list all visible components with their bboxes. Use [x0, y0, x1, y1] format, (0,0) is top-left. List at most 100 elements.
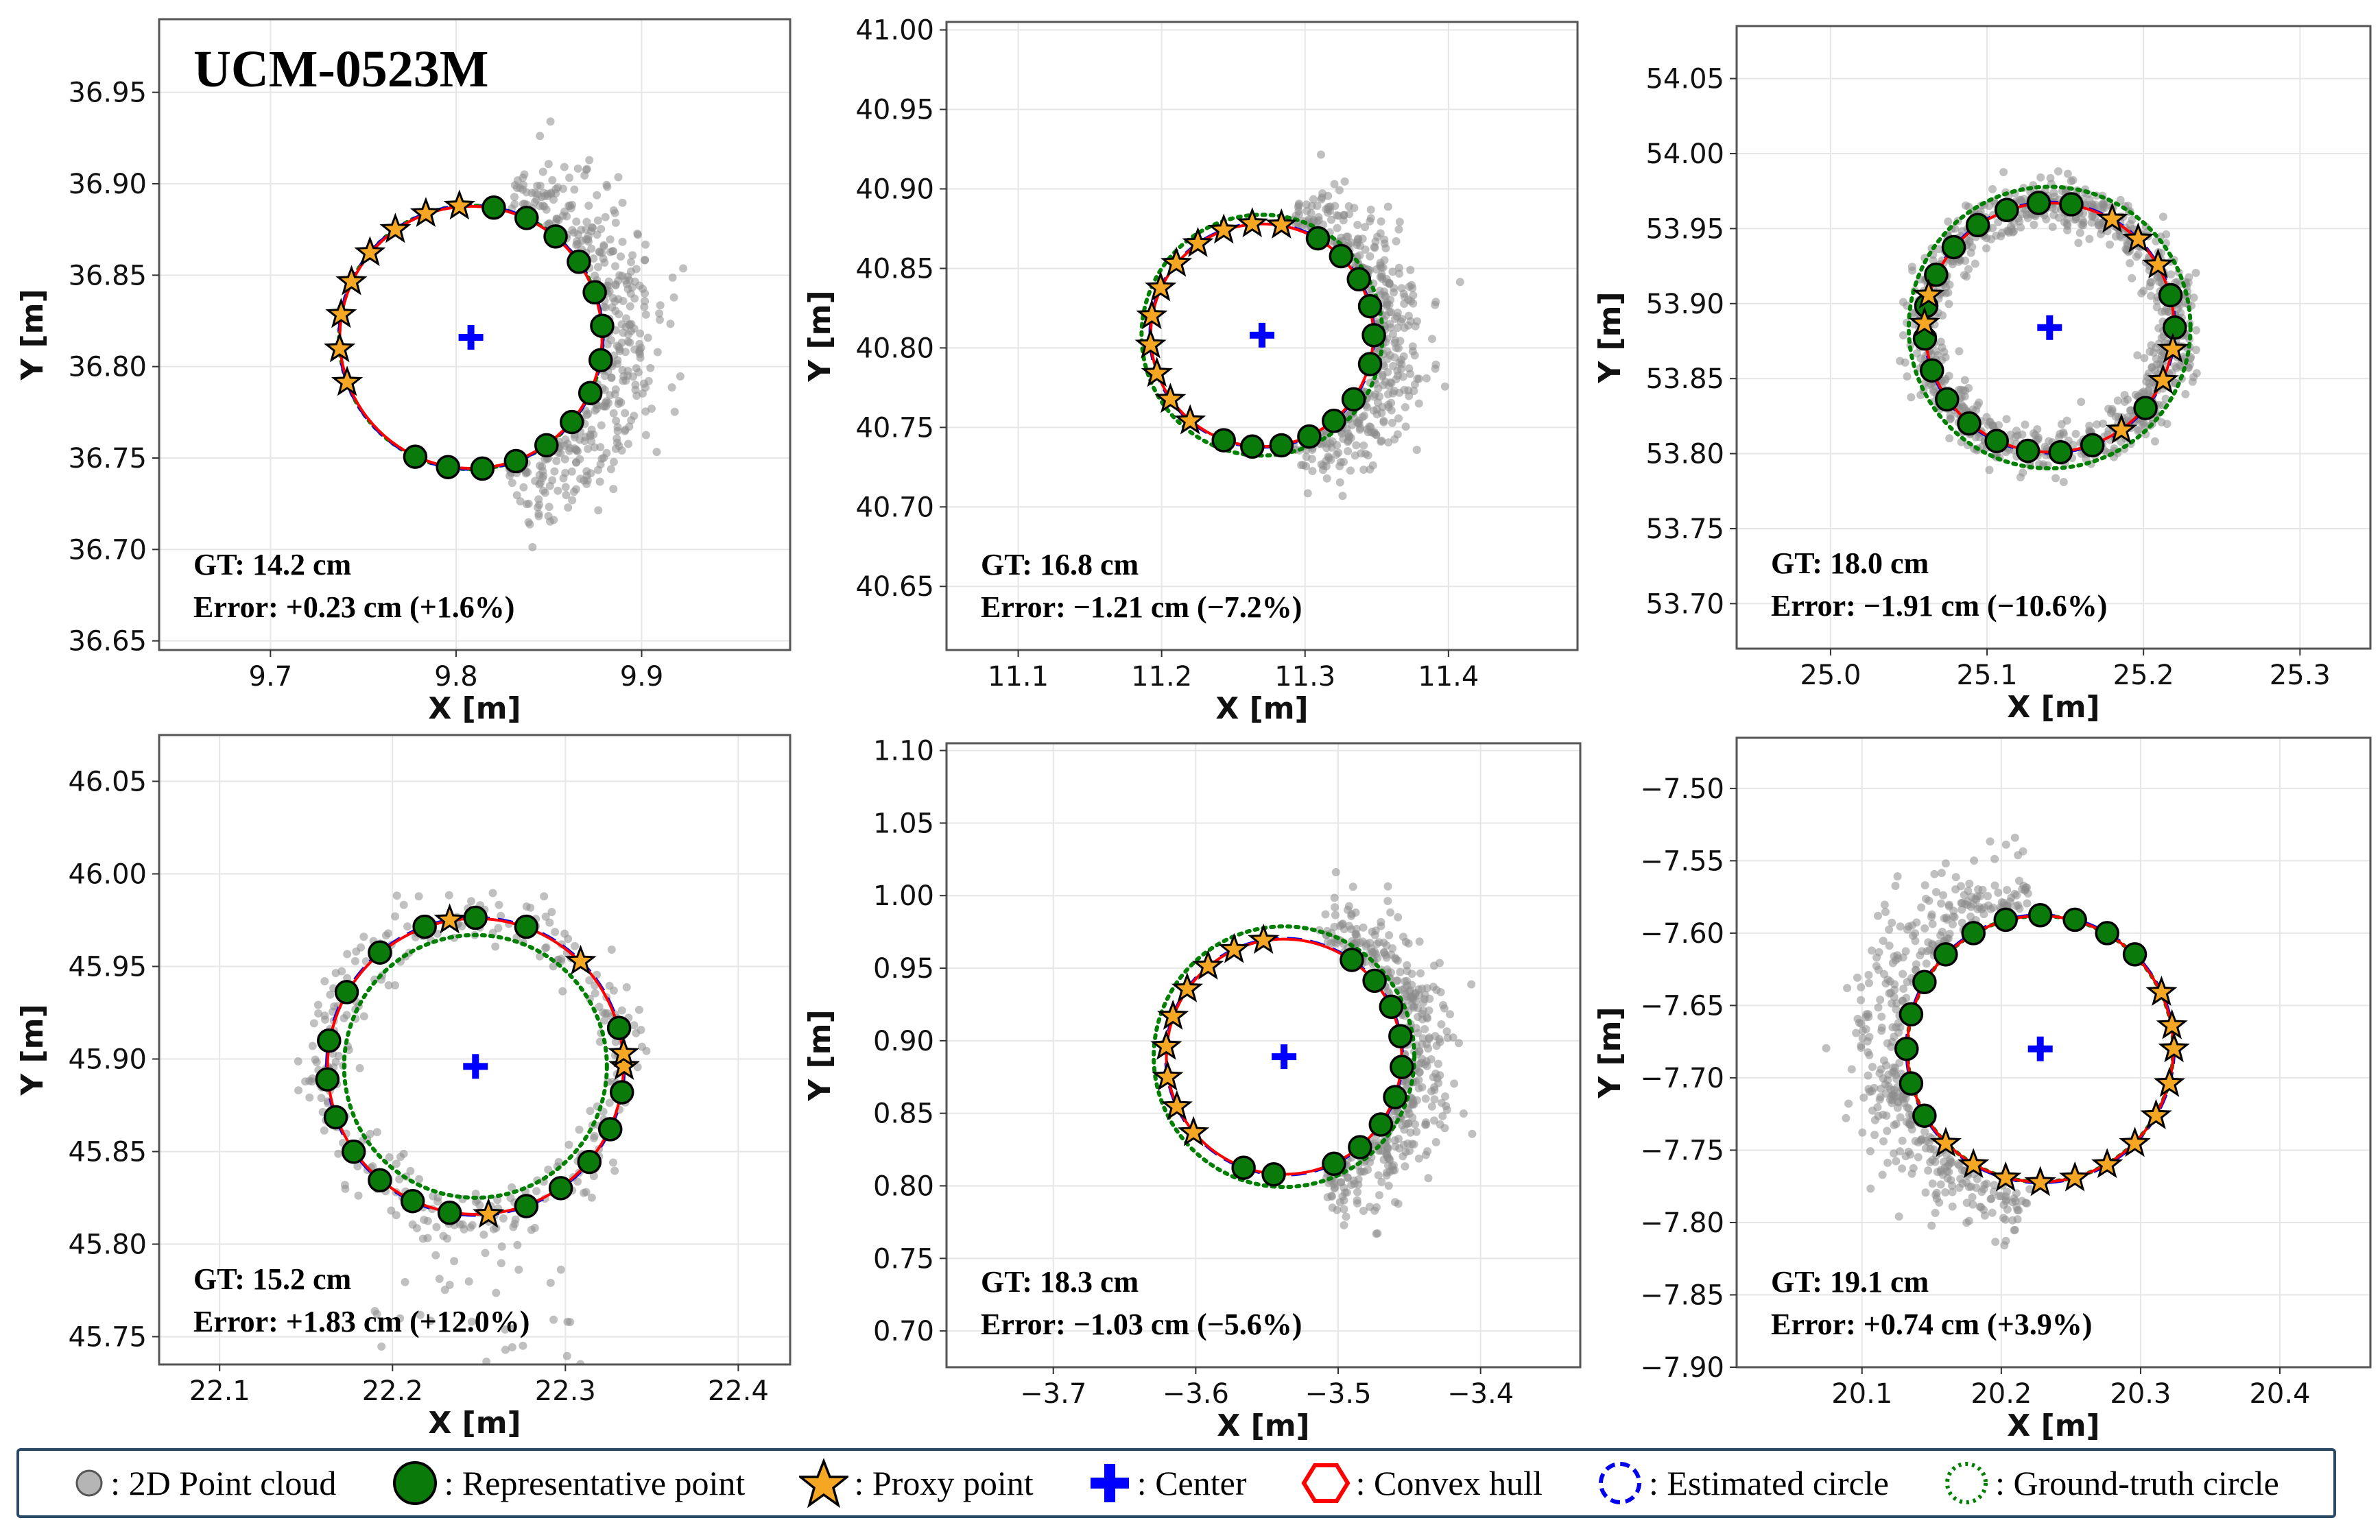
cloud-point: [2106, 240, 2114, 249]
cloud-point: [634, 230, 642, 239]
cloud-point: [1401, 1148, 1410, 1157]
cloud-point: [450, 1257, 459, 1266]
cloud-point: [1960, 392, 1969, 401]
y-tick-label: −7.60: [1640, 918, 1724, 950]
cloud-point: [2140, 354, 2149, 363]
cloud-point: [535, 480, 544, 489]
cloud-point: [593, 216, 602, 225]
cloud-point: [609, 986, 618, 995]
cloud-point: [1392, 237, 1401, 245]
cloud-point: [354, 1191, 363, 1200]
proxy-point: [2119, 1127, 2151, 1157]
cloud-point: [623, 337, 632, 346]
cloud-point: [1894, 1212, 1903, 1221]
cloud-point: [641, 289, 650, 298]
proxy-point: [1957, 1148, 1990, 1179]
cloud-point: [519, 1341, 527, 1350]
cloud-point: [1358, 413, 1367, 422]
cloud-point: [1994, 888, 2003, 897]
cloud-point: [609, 485, 618, 494]
cloud-point: [2167, 270, 2176, 279]
cloud-point: [2051, 474, 2060, 483]
y-tick-label: 53.90: [1645, 289, 1724, 320]
cloud-point: [1903, 1103, 1912, 1112]
cloud-point: [312, 1058, 321, 1067]
cloud-point: [535, 501, 544, 509]
proxy-point: [1154, 383, 1187, 413]
y-tick-label: 46.00: [68, 859, 147, 891]
proxy-point: [1174, 404, 1206, 435]
cloud-point: [1870, 1131, 1879, 1140]
cloud-point: [595, 1037, 604, 1046]
cloud-point: [2021, 1199, 2030, 1207]
cloud-point: [1335, 186, 1344, 195]
y-tick-label: 36.90: [68, 169, 147, 200]
cloud-point: [1359, 923, 1368, 932]
cloud-point: [1384, 1181, 1393, 1190]
cloud-point: [545, 503, 554, 512]
axes-frame: [158, 734, 792, 1366]
cloud-point: [1951, 873, 1960, 882]
cloud-point: [1986, 837, 1995, 846]
representative-point: [1362, 968, 1387, 994]
plot-area: [1822, 833, 2190, 1250]
cloud-point: [1930, 869, 1939, 878]
cloud-point: [1383, 882, 1392, 891]
cloud-point: [1941, 859, 1950, 868]
cloud-point: [1348, 882, 1357, 891]
cloud-point: [1441, 1092, 1449, 1101]
ground-truth-circle: [342, 933, 609, 1200]
cloud-point: [1383, 1151, 1392, 1159]
cloud-point: [1975, 398, 1984, 407]
proxy-point: [443, 189, 475, 220]
cloud-point: [1422, 374, 1431, 383]
cloud-point: [572, 458, 580, 467]
y-tick-label: 0.80: [873, 1170, 934, 1202]
cloud-point: [2128, 215, 2137, 224]
cloud-point: [576, 1360, 585, 1364]
cloud-point: [622, 280, 631, 289]
cloud-point: [597, 225, 606, 233]
cloud-point: [1909, 1164, 1918, 1172]
cloud-point: [570, 185, 579, 194]
cloud-point: [1874, 911, 1882, 920]
representative-point: [341, 1139, 366, 1164]
x-tick-label: 20.4: [2249, 1378, 2310, 1410]
y-axis-label: Y [m]: [1593, 1007, 1628, 1098]
cloud-point: [1370, 1206, 1379, 1215]
cloud-point: [1367, 944, 1375, 953]
cloud-point: [554, 1157, 563, 1166]
cloud-point: [1982, 1179, 1991, 1188]
error-annotation: Error: +0.74 cm (+3.9%): [1771, 1308, 2092, 1341]
cloud-point: [1430, 1085, 1439, 1094]
y-tick-label: 45.80: [68, 1229, 147, 1261]
cloud-point: [392, 891, 401, 900]
proxy-point: [1265, 208, 1298, 239]
y-tick-label: 40.80: [855, 333, 934, 364]
cloud-point: [1368, 461, 1377, 470]
cloud-point: [2188, 377, 2197, 386]
cloud-point: [1914, 1153, 1923, 1162]
gt-annotation: GT: 16.8 cm: [981, 548, 1139, 581]
cloud-point: [1302, 200, 1311, 209]
y-axis-label: Y [m]: [802, 1009, 837, 1101]
y-tick-label: 53.95: [1645, 213, 1724, 245]
cloud-point: [590, 1409, 598, 1417]
cloud-point: [1393, 309, 1402, 317]
cloud-point: [590, 443, 599, 452]
cloud-point: [2049, 210, 2058, 219]
cloud-point: [562, 1351, 571, 1360]
cloud-point: [431, 1251, 440, 1260]
center-marker-h: [458, 334, 484, 341]
cloud-point: [1401, 402, 1409, 411]
cloud-point: [572, 485, 580, 494]
cloud-point: [1989, 1188, 1998, 1196]
cloud-point: [2120, 391, 2129, 400]
cloud-point: [416, 1310, 425, 1319]
cloud-point: [1397, 284, 1406, 293]
cloud-point: [1394, 913, 1403, 922]
cloud-point: [2133, 351, 2142, 360]
cloud-point: [1877, 1084, 1885, 1093]
cloud-point: [1347, 910, 1356, 919]
cloud-point: [2003, 1188, 2011, 1196]
